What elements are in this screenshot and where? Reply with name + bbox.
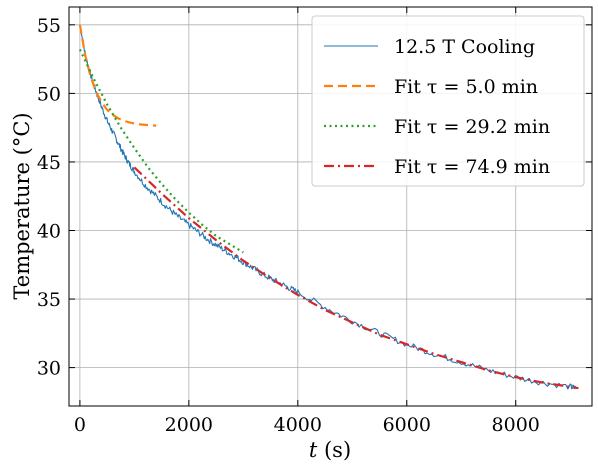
x-tick-label: 2000 <box>165 414 213 436</box>
series-lines <box>78 24 579 390</box>
plot-frame <box>68 6 593 407</box>
y-tick-label: 45 <box>37 152 61 174</box>
x-tick-label: 4000 <box>274 414 322 436</box>
y-tick-label: 40 <box>37 220 61 242</box>
series-line-2 <box>78 24 157 127</box>
legend-label-4: Fit τ = 74.9 min <box>394 156 550 178</box>
series-line-4 <box>133 166 579 390</box>
y-tick-label: 30 <box>37 358 61 380</box>
legend: 12.5 T Cooling Fit τ = 5.0 min Fit τ = 29.… <box>311 15 585 187</box>
legend-label-1: 12.5 T Cooling <box>394 36 535 58</box>
y-tick-label: 55 <box>37 15 61 37</box>
ticks: 0 2000 4000 6000 8000 30 35 40 45 50 55 <box>37 7 592 436</box>
series-line-1 <box>79 24 577 390</box>
series-line-3 <box>78 49 244 254</box>
y-tick-label: 50 <box>37 83 61 105</box>
legend-label-3: Fit τ = 29.2 min <box>394 116 550 138</box>
x-axis-label: t (s) <box>309 438 351 462</box>
x-tick-label: 8000 <box>492 414 540 436</box>
y-axis-label: Temperature (°C) <box>10 112 34 299</box>
legend-label-2: Fit τ = 5.0 min <box>394 76 538 98</box>
y-tick-label: 35 <box>37 289 61 311</box>
x-tick-label: 6000 <box>383 414 431 436</box>
legend-box <box>311 15 585 187</box>
x-tick-label: 0 <box>74 414 86 436</box>
